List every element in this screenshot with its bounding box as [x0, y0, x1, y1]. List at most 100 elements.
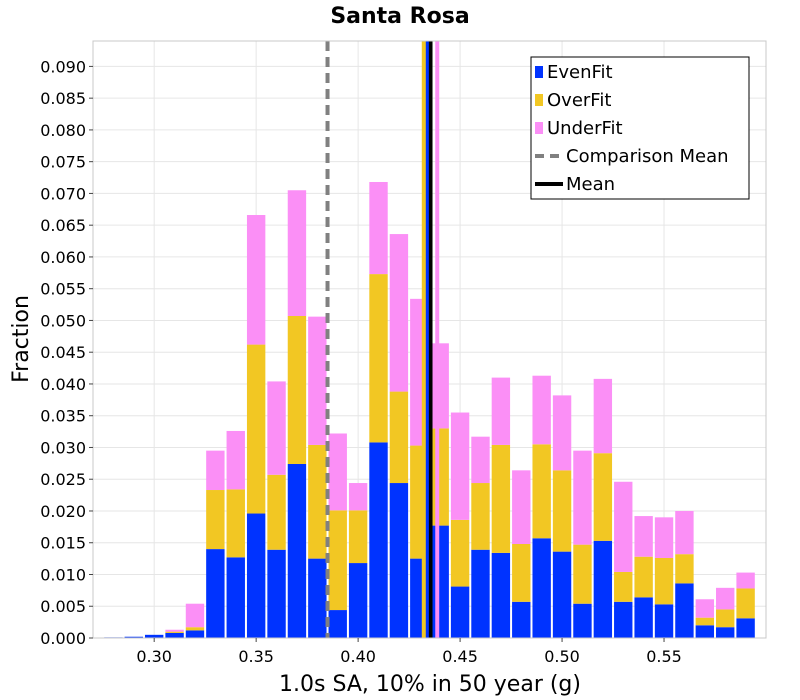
y-tick-label-0: 0.000: [40, 629, 86, 648]
bar-underfit-27: [654, 517, 674, 558]
legend-swatch-underfit: [535, 122, 543, 134]
bar-underfit-6: [226, 430, 245, 490]
y-tick-label-1: 0.005: [40, 597, 86, 616]
bar-underfit-7: [246, 215, 266, 345]
bar-evenfit-22: [552, 551, 572, 638]
bar-evenfit-20: [512, 601, 531, 638]
bar-evenfit-24: [593, 540, 613, 638]
bar-overfit-17: [450, 519, 470, 587]
y-tick-label-2: 0.010: [40, 565, 86, 584]
bar-overfit-8: [267, 474, 286, 550]
bar-underfit-20: [512, 470, 531, 545]
bar-overfit-4: [185, 627, 205, 631]
x-tick-label-4: 0.50: [544, 647, 580, 666]
bar-underfit-23: [573, 450, 592, 545]
bar-evenfit-17: [450, 586, 470, 638]
bar-evenfit-27: [654, 604, 674, 638]
bar-underfit-10: [308, 316, 327, 445]
bar-evenfit-29: [695, 625, 715, 638]
legend-label-evenfit: EvenFit: [547, 62, 613, 83]
bar-overfit-24: [593, 453, 613, 541]
plot-frame: [92, 40, 767, 639]
bar-underfit-13: [369, 181, 388, 275]
bar-overfit-6: [226, 489, 245, 558]
bar-underfit-19: [491, 377, 511, 445]
bar-evenfit-25: [614, 601, 633, 638]
bar-evenfit-6: [226, 557, 245, 638]
bar-underfit-18: [471, 436, 490, 484]
bar-overfit-18: [471, 483, 490, 550]
bar-evenfit-2: [144, 634, 164, 638]
reference-lines: [325, 41, 440, 638]
bar-overfit-3: [165, 631, 184, 633]
bar-evenfit-19: [491, 552, 511, 638]
bar-underfit-3: [165, 629, 184, 632]
legend-label-mean: Mean: [566, 174, 615, 195]
bar-overfit-29: [695, 617, 715, 626]
y-tick-label-4: 0.020: [40, 502, 86, 521]
y-tick-label-12: 0.060: [40, 248, 86, 267]
bar-underfit-5: [206, 450, 225, 491]
legend-box: [530, 56, 750, 200]
y-tick-label-10: 0.050: [40, 311, 86, 330]
bar-underfit-16: [430, 343, 449, 429]
bar-evenfit-12: [348, 563, 368, 638]
y-tick-label-15: 0.075: [40, 153, 86, 172]
legend-label-underfit: UnderFit: [547, 118, 623, 139]
bar-evenfit-26: [634, 597, 653, 638]
x-tick-label-5: 0.55: [646, 647, 682, 666]
bar-overfit-28: [675, 554, 694, 584]
bar-evenfit-21: [532, 538, 551, 638]
bar-overfit-23: [573, 544, 592, 604]
bar-evenfit-9: [287, 463, 307, 638]
bar-underfit-4: [185, 603, 205, 628]
bar-overfit-5: [206, 490, 225, 550]
x-axis-label: 1.0s SA, 10% in 50 year (g): [279, 672, 581, 697]
bar-underfit-9: [287, 190, 307, 317]
x-tick-label-2: 0.40: [340, 647, 376, 666]
bar-evenfit-10: [308, 558, 327, 638]
bar-evenfit-14: [389, 483, 409, 638]
bar-underfit-24: [593, 378, 613, 454]
bar-evenfit-4: [185, 630, 205, 638]
bar-evenfit-31: [736, 618, 755, 638]
bar-overfit-11: [328, 510, 347, 611]
bar-overfit-7: [246, 344, 266, 514]
bar-evenfit-13: [369, 442, 388, 638]
bar-evenfit-11: [328, 610, 347, 638]
bar-overfit-19: [491, 444, 511, 553]
bar-underfit-30: [716, 587, 735, 610]
bar-underfit-11: [328, 433, 347, 511]
bar-overfit-25: [614, 571, 633, 602]
y-tick-label-13: 0.065: [40, 216, 86, 235]
y-tick-label-7: 0.035: [40, 407, 86, 426]
bar-overfit-30: [716, 609, 735, 628]
bar-underfit-8: [267, 381, 286, 475]
bar-underfit-25: [614, 481, 633, 572]
bar-underfit-28: [675, 510, 694, 555]
legend-label-comparison-mean: Comparison Mean: [566, 146, 729, 167]
y-tick-label-6: 0.030: [40, 438, 86, 457]
bar-overfit-27: [654, 557, 674, 605]
bar-overfit-26: [634, 556, 653, 598]
x-tick-label-3: 0.45: [442, 647, 478, 666]
bar-underfit-21: [532, 375, 551, 445]
y-tick-label-3: 0.015: [40, 534, 86, 553]
legend-swatch-overfit: [535, 94, 543, 106]
bar-evenfit-28: [675, 583, 694, 638]
y-tick-label-11: 0.055: [40, 280, 86, 299]
bar-evenfit-7: [246, 513, 266, 638]
y-tick-label-9: 0.045: [40, 343, 86, 362]
bar-underfit-14: [389, 234, 409, 392]
y-tick-label-16: 0.080: [40, 121, 86, 140]
bar-overfit-16: [430, 428, 449, 526]
y-tick-label-17: 0.085: [40, 89, 86, 108]
y-tick-label-5: 0.025: [40, 470, 86, 489]
bar-underfit-22: [552, 395, 572, 471]
y-tick-label-14: 0.070: [40, 184, 86, 203]
bar-evenfit-18: [471, 549, 490, 638]
bar-underfit-26: [634, 516, 653, 557]
x-axis: 0.30 0.35 0.40 0.45 0.50 0.55: [136, 638, 682, 666]
legend: EvenFit OverFit UnderFit Comparison Mean Mea…: [530, 56, 750, 200]
